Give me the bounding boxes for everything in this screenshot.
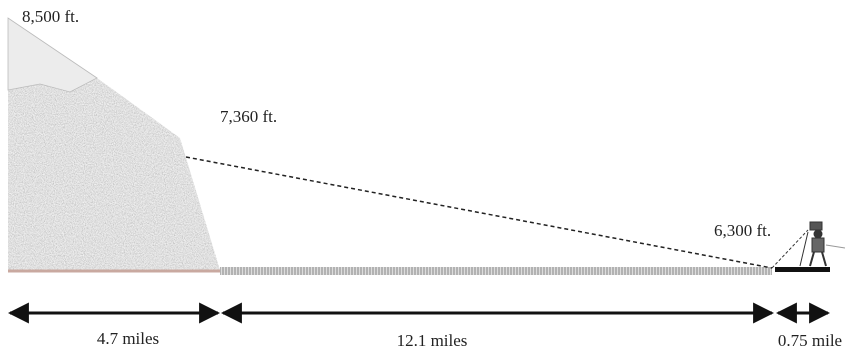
distance-label: 12.1 miles <box>397 331 468 350</box>
elevation-label: 7,360 ft. <box>220 107 277 126</box>
elevation-label: 8,500 ft. <box>22 7 79 26</box>
snow-cap <box>8 18 97 92</box>
mountain <box>8 78 220 270</box>
diagram: 8,500 ft. 7,360 ft. 6,300 ft. 4.7 miles … <box>0 0 851 355</box>
camera-line <box>772 230 808 268</box>
distance-label: 4.7 miles <box>97 329 159 348</box>
sight-line <box>186 157 772 268</box>
photographer <box>800 222 845 266</box>
valley-ground <box>220 267 772 275</box>
observer-ground <box>775 267 830 272</box>
elevation-label: 6,300 ft. <box>714 221 771 240</box>
distance-label: 0.75 mile <box>778 331 842 350</box>
